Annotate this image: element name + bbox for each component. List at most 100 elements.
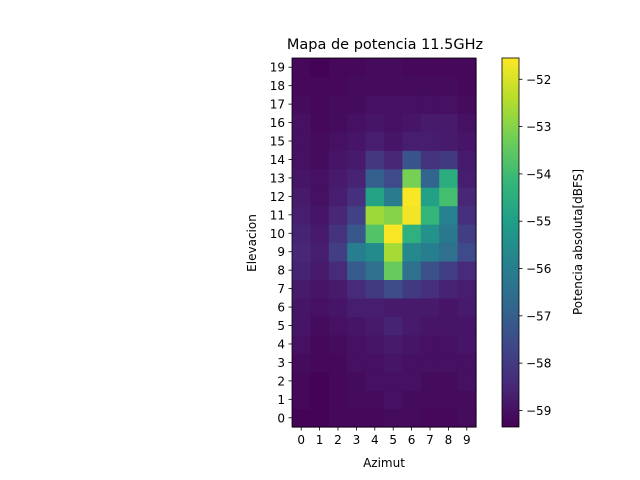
heatmap-cell xyxy=(347,58,367,78)
colorbar-tick-label: −52 xyxy=(526,73,551,87)
heatmap-cell xyxy=(365,94,385,114)
heatmap-cell xyxy=(457,131,477,151)
heatmap-cell xyxy=(328,131,348,151)
heatmap-cell xyxy=(292,316,311,336)
heatmap-cell xyxy=(384,279,403,299)
heatmap-cell xyxy=(292,131,311,151)
colorbar-tick-label: −55 xyxy=(526,215,551,229)
y-tick-label: 1 xyxy=(277,393,285,407)
heatmap-cell xyxy=(365,390,385,410)
heatmap-cell xyxy=(365,279,385,299)
heatmap-cell xyxy=(439,94,459,114)
y-tick-label: 13 xyxy=(270,171,285,185)
heatmap-cell xyxy=(365,58,385,78)
heatmap-cell xyxy=(365,168,385,188)
heatmap-cell xyxy=(292,76,311,96)
x-axis-label: Azimut xyxy=(363,456,405,470)
heatmap-cell xyxy=(347,150,367,170)
y-tick-label: 7 xyxy=(277,282,285,296)
heatmap-cell xyxy=(457,205,477,225)
heatmap-cell xyxy=(457,113,477,133)
heatmap-cell xyxy=(420,279,440,299)
heatmap-cell xyxy=(439,408,459,428)
heatmap-cell xyxy=(457,297,477,317)
heatmap-cell xyxy=(292,150,311,170)
heatmap-cell xyxy=(365,224,385,244)
heatmap-cell xyxy=(439,353,459,373)
heatmap-cell xyxy=(328,205,348,225)
heatmap-cell xyxy=(292,58,311,78)
heatmap-cell xyxy=(328,224,348,244)
heatmap-cell xyxy=(365,260,385,280)
heatmap-cell xyxy=(420,390,440,410)
heatmap-cell xyxy=(402,76,422,96)
heatmap-cell xyxy=(310,334,330,354)
heatmap-cell xyxy=(439,334,459,354)
heatmap-cell xyxy=(347,76,367,96)
heatmap-cell xyxy=(292,408,311,428)
heatmap-cell xyxy=(457,94,477,114)
y-tick-label: 4 xyxy=(277,337,285,351)
heatmap-cell xyxy=(384,187,403,207)
heatmap-cell xyxy=(292,224,311,244)
colorbar-tick-label: −53 xyxy=(526,120,551,134)
heatmap-cell xyxy=(292,168,311,188)
heatmap-cell xyxy=(310,353,330,373)
y-axis-label: Elevacion xyxy=(245,214,259,272)
heatmap-cell xyxy=(439,131,459,151)
heatmap-cell xyxy=(439,297,459,317)
y-tick-label: 17 xyxy=(270,98,285,112)
heatmap-cell xyxy=(292,297,311,317)
heatmap-cell xyxy=(328,279,348,299)
heatmap-cell xyxy=(457,334,477,354)
heatmap-cell xyxy=(328,390,348,410)
heatmap-cell xyxy=(310,76,330,96)
heatmap-cell xyxy=(439,371,459,391)
heatmap-cell xyxy=(292,187,311,207)
heatmap-cell xyxy=(384,353,403,373)
heatmap-cell xyxy=(310,113,330,133)
heatmap-cell xyxy=(439,76,459,96)
heatmap-cell xyxy=(420,76,440,96)
heatmap-cell xyxy=(328,408,348,428)
heatmap-cell xyxy=(420,58,440,78)
heatmap-cell xyxy=(328,297,348,317)
heatmap-cell xyxy=(292,279,311,299)
x-tick-label: 1 xyxy=(316,433,324,447)
y-tick-label: 2 xyxy=(277,374,285,388)
heatmap-cell xyxy=(310,371,330,391)
heatmap-cell xyxy=(328,353,348,373)
heatmap-cell xyxy=(365,205,385,225)
heatmap-cell xyxy=(292,353,311,373)
heatmap-cell xyxy=(402,279,422,299)
heatmap-cell xyxy=(328,316,348,336)
heatmap-cell xyxy=(402,334,422,354)
heatmap-cell xyxy=(347,224,367,244)
heatmap-cell xyxy=(347,168,367,188)
heatmap-cell xyxy=(457,168,477,188)
heatmap-cell xyxy=(402,224,422,244)
heatmap-cell xyxy=(292,371,311,391)
heatmap-cell xyxy=(402,168,422,188)
heatmap-cell xyxy=(347,113,367,133)
heatmap-cell xyxy=(439,113,459,133)
y-tick-label: 11 xyxy=(270,208,285,222)
heatmap-cell xyxy=(328,260,348,280)
heatmap-cell xyxy=(420,297,440,317)
heatmap-cell xyxy=(402,94,422,114)
colorbar xyxy=(501,57,520,428)
heatmap-cell xyxy=(439,205,459,225)
y-tick-label: 12 xyxy=(270,190,285,204)
heatmap-cell xyxy=(292,94,311,114)
heatmap-cell xyxy=(365,76,385,96)
heatmap-cell xyxy=(310,224,330,244)
heatmap-cell xyxy=(292,390,311,410)
heatmap-cell xyxy=(328,242,348,262)
heatmap-cell xyxy=(457,76,477,96)
y-tick-label: 0 xyxy=(277,411,285,425)
heatmap-cell xyxy=(384,76,403,96)
chart-title: Mapa de potencia 11.5GHz xyxy=(287,37,483,53)
heatmap-cell xyxy=(384,205,403,225)
x-tick-label: 3 xyxy=(353,433,361,447)
